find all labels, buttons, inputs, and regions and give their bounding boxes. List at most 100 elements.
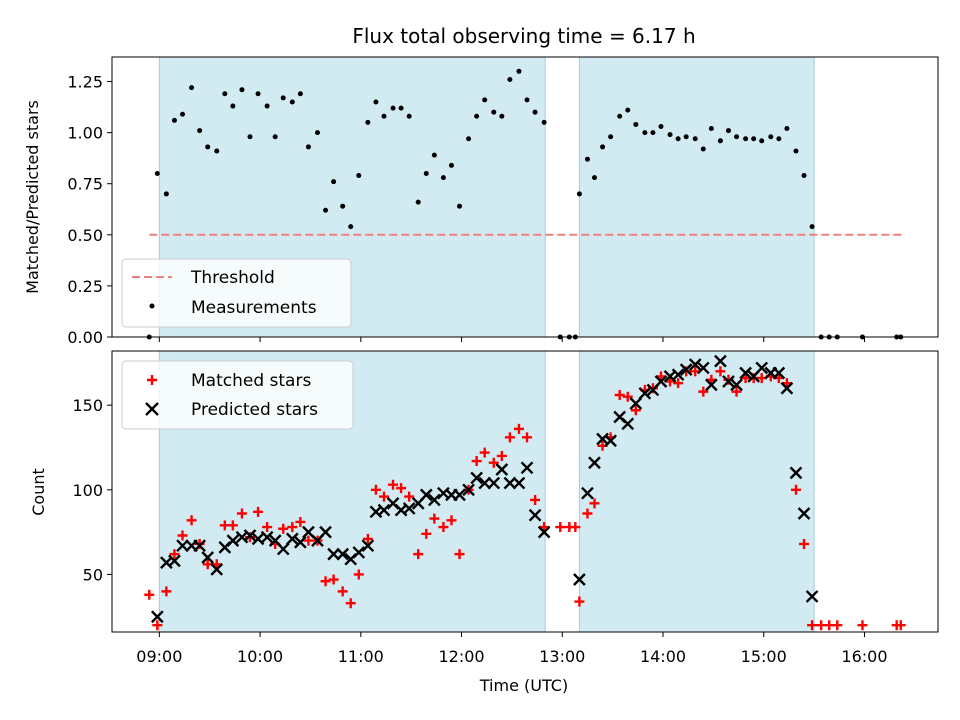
matched-star-point [429, 513, 440, 524]
measurement-point [348, 224, 354, 230]
measurement-point [163, 191, 169, 197]
matched-star-point [177, 530, 188, 541]
measurement-point [751, 136, 757, 142]
matched-star-point [555, 522, 566, 533]
matched-star-point [479, 447, 490, 458]
chart-title: Flux total observing time = 6.17 h [352, 24, 695, 48]
measurement-point [448, 162, 454, 168]
y-tick-label: 0.75 [67, 175, 103, 194]
predicted-star-point [679, 363, 693, 376]
predicted-star-point [772, 366, 786, 380]
measurement-point [491, 109, 497, 115]
predicted-star-point [621, 417, 635, 431]
matched-star-point [396, 483, 407, 494]
predicted-star-point [638, 386, 652, 400]
measurement-point [373, 99, 379, 105]
measurement-point [617, 113, 623, 119]
measurement-point [725, 128, 731, 134]
predicted-star-point [193, 539, 206, 553]
matched-star-point [446, 515, 457, 526]
measurement-point [524, 97, 530, 103]
predicted-star-point [168, 554, 181, 568]
measurement-point [340, 203, 346, 209]
matched-star-point [362, 533, 373, 544]
matched-star-point [438, 522, 449, 533]
predicted-star-point [654, 375, 668, 388]
measurement-point [667, 132, 673, 138]
matched-star-point [152, 620, 163, 631]
matched-star-point [698, 386, 709, 397]
measurement-point [642, 130, 648, 136]
predicted-star-point [730, 378, 743, 392]
measurement-point [323, 207, 329, 213]
measurement-point [633, 121, 639, 127]
measurement-point [482, 97, 488, 103]
measurement-point [297, 91, 303, 97]
plot-frame-bottom [111, 350, 939, 633]
matched-star-point [715, 366, 726, 377]
predicted-star-point [402, 502, 416, 515]
measurement-point [776, 136, 782, 142]
x-tick-label: 16:00 [841, 647, 887, 666]
matched-legend-swatch [147, 375, 157, 385]
y-axis-label-top: Matched/Predicted stars [23, 100, 42, 294]
matched-star-point [630, 405, 641, 416]
legend-label-threshold: Threshold [190, 268, 275, 288]
predicted-star-point [688, 358, 702, 371]
predicted-star-point [285, 532, 299, 546]
x-axis-ticks-bottom: 09:00 10:00 11:00 12:00 13:00 14:00 15:00 16:00 [136, 632, 888, 666]
measurement-point [708, 126, 714, 132]
measurement-point [793, 148, 799, 154]
predicted-star-point [520, 461, 534, 475]
legend-label-measurements: Measurements [191, 298, 317, 318]
matched-star-point [496, 450, 507, 461]
measurement-point [584, 156, 590, 162]
measurement-point [474, 113, 480, 119]
predicted-star-point [260, 530, 274, 544]
measurement-point [768, 134, 774, 140]
predicted-star-point [176, 539, 189, 553]
predicted-star-point [478, 476, 492, 490]
measurement-point [516, 68, 522, 74]
matched-star-point [287, 522, 298, 533]
measurement-point [809, 224, 815, 230]
predicted-star-point [503, 476, 517, 490]
measurement-point [507, 76, 513, 82]
measurement-point [675, 136, 681, 142]
matched-star-point [337, 586, 348, 597]
predicted-star-point [427, 493, 441, 507]
measurement-point [608, 134, 614, 140]
measurement-point [305, 144, 311, 150]
matched-star-point [513, 423, 524, 434]
measurement-point [717, 138, 723, 144]
measurement-point [743, 136, 749, 142]
x-tick-label: 15:00 [741, 647, 787, 666]
matched-star-point [655, 371, 666, 382]
measurement-point [683, 134, 689, 140]
matched-star-point [582, 508, 593, 519]
measurement-point [532, 109, 538, 115]
x-tick-label: 12:00 [438, 647, 484, 666]
measurement-point [255, 91, 261, 97]
x-tick-label: 13:00 [539, 647, 585, 666]
measurement-point [189, 85, 195, 91]
measurement-point [625, 107, 631, 113]
measurement-point [576, 191, 582, 197]
matched-star-point [706, 374, 717, 385]
predicted-star-point [276, 542, 290, 556]
measurement-point [406, 113, 412, 119]
measurement-point [331, 179, 337, 185]
matched-star-point [895, 620, 906, 631]
predicted-star-point [487, 476, 501, 490]
measurement-point [423, 170, 429, 176]
measurement-point [431, 152, 437, 158]
x-tick-label: 10:00 [237, 647, 283, 666]
matched-star-point [278, 523, 289, 534]
measurement-point [289, 99, 295, 105]
matched-star-point [262, 522, 273, 533]
measurement-point [600, 144, 606, 150]
y-tick-label: 150 [72, 396, 103, 415]
predicted-star-point [789, 466, 803, 480]
matched-star-point [454, 549, 465, 560]
